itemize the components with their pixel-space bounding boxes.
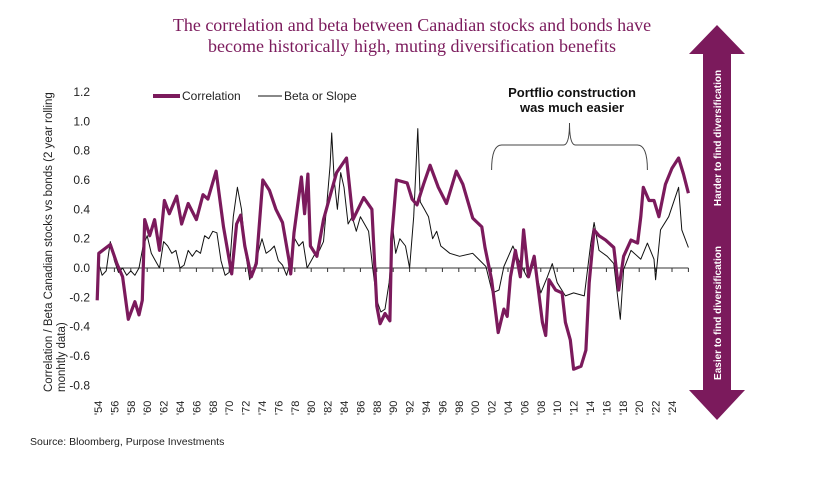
x-tick-label: '76	[273, 401, 285, 415]
x-tick-label: '96	[437, 401, 449, 415]
y-tick-label: -0.6	[69, 349, 90, 363]
x-tick-label: '08	[536, 401, 548, 415]
x-tick-label: '22	[651, 401, 663, 415]
x-tick-label: '94	[421, 401, 433, 415]
y-tick-label: -0.8	[69, 378, 90, 392]
y-tick-label: 0.8	[73, 144, 90, 158]
x-tick-label: '10	[552, 401, 564, 415]
zero-axis	[97, 267, 689, 272]
x-tick-label: '80	[306, 401, 318, 415]
beta-line	[97, 128, 689, 320]
y-tick-label: -0.4	[69, 320, 90, 334]
annotation-line-2: was much easier	[519, 100, 624, 115]
annotation-bracket	[491, 122, 648, 171]
x-tick-label: '88	[372, 401, 384, 415]
chart-title-line-1: The correlation and beta between Canadia…	[173, 15, 651, 35]
y-tick-label: 1.0	[73, 114, 90, 128]
y-tick-label: 0.4	[73, 202, 90, 216]
x-tick-label: '04	[503, 401, 515, 415]
legend-label-correlation: Correlation	[182, 89, 241, 103]
legend-label-beta: Beta or Slope	[284, 89, 357, 103]
x-tick-label: '70	[224, 401, 236, 415]
y-tick-labels: 1.2 1.0 0.8 0.6 0.4 0.2 0.0 -0.2 -0.4 -0.6 -0.8	[69, 85, 90, 392]
x-tick-label: '78	[290, 401, 302, 415]
x-tick-label: '14	[585, 401, 597, 415]
x-tick-label: '12	[569, 401, 581, 415]
x-tick-label: '92	[405, 401, 417, 415]
double-arrow-icon	[689, 25, 745, 420]
x-tick-label: '72	[241, 401, 253, 415]
x-tick-label: '62	[159, 401, 171, 415]
x-tick-label: '20	[634, 401, 646, 415]
x-tick-label: '58	[126, 401, 138, 415]
y-tick-label: 0.0	[73, 261, 90, 275]
x-tick-label: '06	[519, 401, 531, 415]
x-tick-label: '84	[339, 401, 351, 415]
y-axis-label-line-2: monhtly data)	[56, 322, 68, 392]
chart-title-line-2: become historically high, muting diversi…	[208, 36, 616, 56]
x-tick-label: '66	[191, 401, 203, 415]
y-axis-label-line-1: Correlation / Beta Canadian stocks vs bo…	[43, 92, 55, 392]
annotation-line-1: Portflio construction	[508, 85, 636, 100]
series-lines	[95, 128, 690, 371]
y-tick-label: 0.2	[73, 232, 90, 246]
x-tick-label: '60	[142, 401, 154, 415]
x-tick-label: '68	[208, 401, 220, 415]
y-tick-label: -0.2	[69, 290, 90, 304]
x-tick-label: '54	[93, 401, 105, 415]
arrow-label-harder: Harder to find diversification	[713, 70, 724, 206]
x-tick-label: '00	[470, 401, 482, 415]
y-tick-label: 1.2	[73, 85, 90, 99]
x-tick-label: '74	[257, 401, 269, 415]
x-tick-label: '16	[601, 401, 613, 415]
x-tick-label: '86	[355, 401, 367, 415]
x-tick-label: '18	[618, 401, 630, 415]
x-tick-label: '64	[175, 401, 187, 415]
source-note: Source: Bloomberg, Purpose Investments	[30, 436, 224, 448]
diversification-arrow: Harder to find diversification Easier to…	[689, 25, 745, 420]
x-tick-label: '56	[109, 401, 121, 415]
x-tick-label: '82	[323, 401, 335, 415]
x-tick-labels: '54 '56 '58 '60 '62 '64 '66 '68 '70 '72 '74 '76 '78 '…	[93, 401, 679, 415]
correlation-line	[95, 156, 690, 371]
x-tick-label: '90	[388, 401, 400, 415]
y-tick-label: 0.6	[73, 173, 90, 187]
x-tick-label: '02	[487, 401, 499, 415]
x-tick-label: '24	[667, 401, 679, 415]
x-tick-label: '98	[454, 401, 466, 415]
legend: Correlation Beta or Slope	[153, 89, 357, 103]
y-axis-label: Correlation / Beta Canadian stocks vs bo…	[43, 92, 68, 392]
arrow-label-easier: Easier to find diversification	[713, 246, 724, 380]
